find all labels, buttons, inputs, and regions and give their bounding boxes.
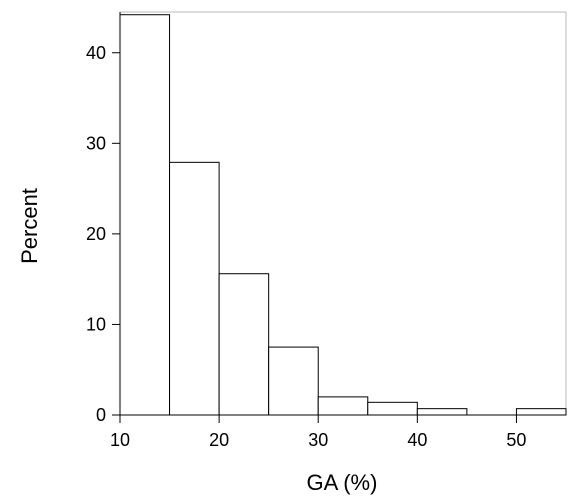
- x-tick-label: 20: [209, 430, 229, 450]
- plot-frame: [120, 11, 567, 415]
- x-tick-label: 50: [506, 430, 526, 450]
- y-axis-title: Percent: [17, 188, 42, 264]
- histogram-bar-10-15: [119, 14, 171, 416]
- histogram-bar-30-35: [317, 396, 369, 416]
- x-axis-title: GA (%): [307, 470, 378, 495]
- histogram-bar-15-20: [169, 161, 220, 416]
- y-tick-label: 30: [86, 133, 106, 153]
- histogram-bar-25-30: [268, 346, 319, 416]
- histogram-bar-35-40: [367, 401, 418, 416]
- histogram-bars: [119, 14, 567, 416]
- y-tick-label: 0: [96, 405, 106, 425]
- histogram-bar-40-45: [416, 408, 468, 416]
- x-tick-label: 30: [308, 430, 328, 450]
- histogram-bar-20-25: [218, 273, 270, 416]
- x-tick-label: 10: [110, 430, 130, 450]
- axes: [119, 12, 566, 416]
- histogram-bar-50-55: [515, 408, 567, 416]
- y-tick-label: 40: [86, 43, 106, 63]
- y-tick-label: 20: [86, 224, 106, 244]
- x-tick-label: 40: [407, 430, 427, 450]
- y-tick-label: 10: [86, 314, 106, 334]
- x-ticks: 10 20 30 40 50: [110, 415, 526, 450]
- y-ticks: 0 10 20 30 40: [86, 43, 120, 425]
